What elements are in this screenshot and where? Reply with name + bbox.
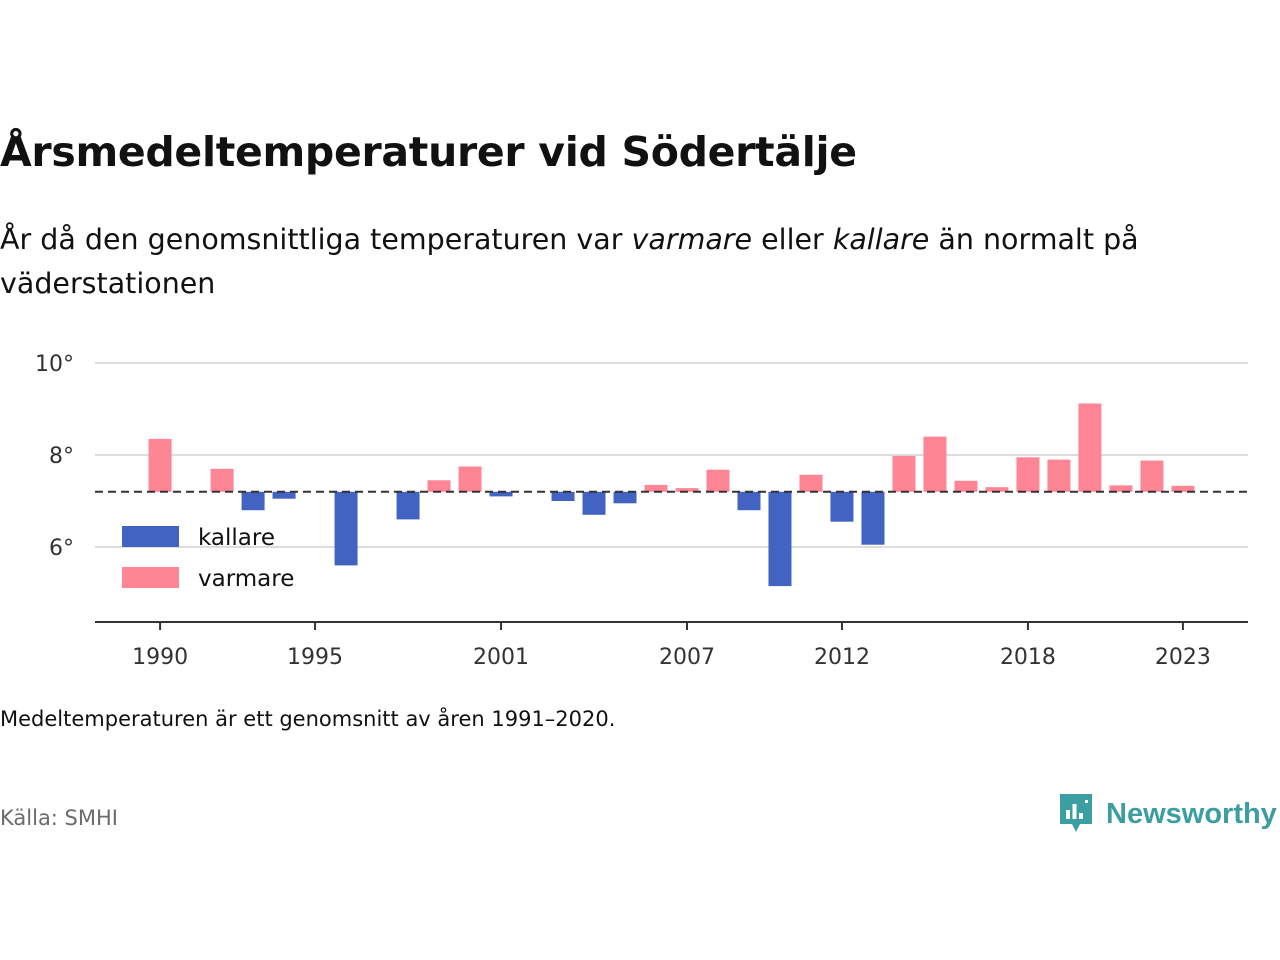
gridlines: [95, 362, 1248, 548]
bar-kallare: [613, 491, 637, 504]
bar-varmare: [954, 480, 978, 492]
bar-kallare: [737, 491, 761, 511]
bar-varmare: [1109, 485, 1133, 492]
bar-kallare: [334, 491, 358, 566]
bar-kallare: [489, 491, 513, 497]
bar-kallare: [861, 491, 885, 545]
y-tick-label: 10°: [35, 352, 74, 377]
bar-varmare: [1140, 460, 1164, 492]
legend-label-kallare: kallare: [198, 525, 275, 551]
bar-varmare: [799, 474, 823, 492]
bar-varmare: [675, 488, 699, 492]
subtitle-warm-word: varmare: [631, 223, 753, 256]
x-tick-label: 1995: [287, 645, 343, 670]
y-tick-label: 8°: [49, 444, 74, 469]
y-axis-labels: 10° 8° 6°: [35, 352, 74, 561]
x-tick-label: 2012: [814, 645, 870, 670]
bar-varmare: [644, 484, 668, 492]
bar-kallare: [830, 491, 854, 522]
bars: [148, 403, 1195, 587]
bar-kallare: [272, 491, 296, 499]
x-axis: 1990 1995 2001 2007 2012 2018 2023: [95, 621, 1248, 670]
x-tick-label: 2023: [1155, 645, 1211, 670]
legend-swatch-kallare: [122, 526, 179, 547]
bar-kallare: [241, 491, 265, 511]
bar-kallare: [768, 491, 792, 587]
bar-varmare: [923, 436, 947, 492]
bar-varmare: [1171, 485, 1195, 492]
bar-varmare: [1016, 457, 1040, 492]
bar-varmare: [148, 438, 172, 492]
subtitle-part-1: År då den genomsnittliga temperaturen va…: [0, 223, 632, 256]
temperature-bar-chart: 10° 8° 6° 1990 1995 2001 2007 2012 2018 2023 kal…: [35, 352, 1248, 670]
chart-subtitle: År då den genomsnittliga temperaturen va…: [0, 218, 1270, 306]
legend-label-varmare: varmare: [198, 566, 294, 592]
bar-varmare: [427, 480, 451, 492]
subtitle-part-2: eller: [752, 223, 833, 256]
chart-title: Årsmedeltemperaturer vid Södertälje: [0, 128, 857, 176]
x-tick-label: 2018: [1000, 645, 1056, 670]
x-tick-label: 2001: [473, 645, 529, 670]
y-tick-label: 6°: [49, 536, 74, 561]
x-tick-label: 2007: [659, 645, 715, 670]
newsworthy-chart-logo-icon: [1060, 794, 1092, 832]
bar-varmare: [892, 455, 916, 492]
bar-varmare: [706, 469, 730, 492]
bar-kallare: [396, 491, 420, 520]
footnote: Medeltemperaturen är ett genomsnitt av å…: [0, 707, 616, 731]
subtitle-cold-word: kallare: [832, 223, 930, 256]
bar-varmare: [1047, 459, 1071, 492]
bar-varmare: [458, 466, 482, 492]
legend: kallare varmare: [122, 525, 294, 592]
x-tick-label: 1990: [132, 645, 188, 670]
newsworthy-logo[interactable]: Newsworthy: [1058, 792, 1277, 836]
subtitle-part-3: än normalt på väderstationen: [0, 223, 1139, 300]
bar-varmare: [985, 487, 1009, 492]
bar-kallare: [582, 491, 606, 515]
bar-kallare: [551, 491, 575, 501]
legend-swatch-varmare: [122, 567, 179, 588]
source-credit: Källa: SMHI: [0, 806, 118, 830]
brand-name: Newsworthy: [1106, 797, 1277, 830]
bar-varmare: [210, 468, 234, 492]
bar-varmare: [1078, 403, 1102, 492]
